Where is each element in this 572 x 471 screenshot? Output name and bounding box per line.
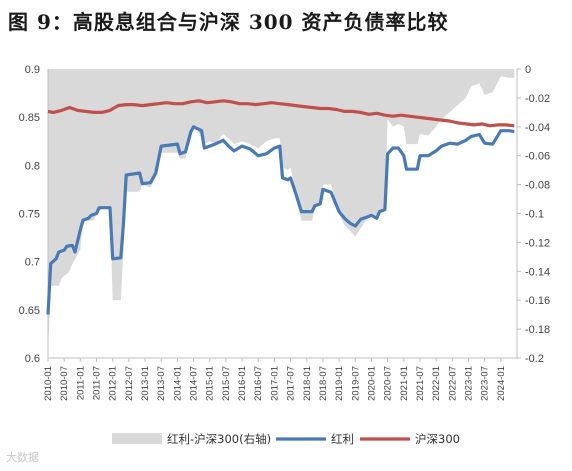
y-right-tick-label: -0.02 [525, 93, 550, 105]
series-line-hs300 [47, 99, 515, 128]
x-tick-label: 2010-07 [59, 366, 70, 401]
y-left-tick-label: 0.7 [25, 257, 40, 269]
x-tick-label: 2024-01 [496, 366, 507, 401]
x-tick-label: 2019-01 [334, 366, 345, 401]
series-line-dividend [46, 125, 515, 315]
legend-item-dividend: 红利 [276, 432, 354, 446]
x-tick-label: 2015-07 [221, 366, 232, 401]
watermark: 大数据 [6, 451, 39, 464]
x-tick-label: 2012-07 [124, 366, 135, 401]
y-left-tick-label: 0.6 [25, 353, 40, 365]
x-tick-label: 2011-07 [92, 366, 103, 400]
x-tick-label: 2016-07 [253, 366, 264, 401]
x-tick-label: 2023-01 [463, 366, 474, 401]
y-left-tick-label: 0.75 [19, 209, 40, 221]
x-tick-label: 2020-07 [383, 366, 394, 401]
legend-label: 红利 [331, 432, 354, 446]
y-right-tick-label: -0.2 [525, 353, 544, 365]
x-tick-label: 2018-07 [318, 366, 329, 401]
y-right-tick-label: -0.12 [525, 237, 550, 249]
x-tick-label: 2020-01 [366, 366, 377, 401]
y-right-tick-label: -0.04 [525, 122, 550, 134]
x-tick-label: 2013-01 [140, 366, 151, 401]
x-tick-label: 2014-01 [172, 366, 183, 401]
legend-item-hs300: 沪深300 [360, 432, 460, 446]
y-right-tick-label: -0.1 [525, 209, 544, 221]
y-right-tick-label: -0.06 [525, 151, 550, 163]
x-tick-label: 2011-01 [75, 366, 86, 400]
lines-layer [46, 99, 515, 315]
y-left-tick-label: 0.9 [25, 64, 40, 76]
y-right-tick-label: -0.08 [525, 180, 550, 192]
x-tick-label: 2010-01 [43, 366, 54, 401]
x-tick-label: 2019-07 [350, 366, 361, 401]
x-tick-label: 2021-07 [415, 366, 426, 401]
x-tick-label: 2012-01 [108, 366, 119, 401]
legend: 红利-沪深300(右轴) 红利 沪深300 [112, 432, 460, 446]
x-tick-label: 2022-07 [447, 366, 458, 401]
chart-title: 图 9：高股息组合与沪深 300 资产负债率比较 [8, 10, 449, 34]
legend-label: 红利-沪深300(右轴) [167, 432, 271, 446]
spread-area-layer [48, 69, 515, 351]
x-tick-label: 2013-07 [156, 366, 167, 401]
y-right-tick-label: -0.14 [525, 266, 550, 278]
x-tick-label: 2017-01 [269, 366, 280, 401]
legend-swatch [112, 433, 162, 444]
y-right-tick-label: -0.16 [525, 295, 550, 307]
series-area-spread [48, 69, 515, 351]
legend-item-spread: 红利-沪深300(右轴) [112, 432, 271, 446]
x-tick-label: 2023-07 [480, 366, 491, 401]
y-right-tick-label: 0 [525, 64, 531, 76]
axes: 0.6 0.65 0.7 0.75 0.8 0.85 0.9 -0.2 -0.18 -0.16 -0… [19, 64, 551, 365]
y-right-tick-label: -0.18 [525, 324, 550, 336]
x-tick-label: 2022-01 [431, 366, 442, 401]
y-left-tick-label: 0.85 [19, 112, 40, 124]
y-left-tick-label: 0.65 [19, 305, 40, 317]
x-tick-label: 2014-07 [189, 366, 200, 401]
legend-label: 沪深300 [415, 432, 460, 446]
x-tick-label: 2016-01 [237, 366, 248, 401]
x-tick-label: 2015-01 [205, 366, 216, 401]
x-axis-ticks: 2010-01 2010-07 2011-01 2011-07 2012-01 2012-… [43, 358, 507, 401]
y-left-tick-label: 0.8 [25, 160, 40, 172]
x-tick-label: 2018-01 [302, 366, 313, 401]
x-tick-label: 2021-01 [399, 366, 410, 401]
x-tick-label: 2017-07 [286, 366, 297, 401]
